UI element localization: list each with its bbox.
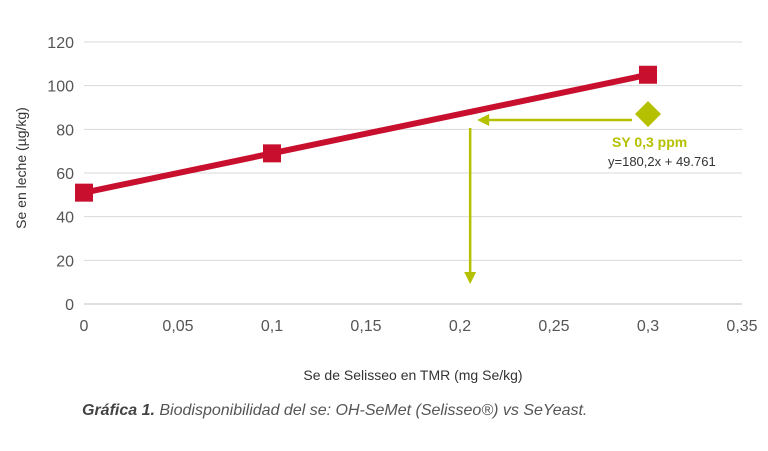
x-tick-label: 0,25 — [538, 318, 569, 335]
series-line — [81, 71, 651, 196]
y-tick-labels: 0 20 40 60 80 100 120 — [47, 35, 74, 314]
series-selisseo — [75, 65, 657, 202]
x-axis-label: Se de Selisseo en TMR (mg Se/kg) — [303, 367, 522, 383]
y-tick-label: 0 — [65, 297, 74, 314]
y-tick-label: 20 — [56, 253, 74, 270]
annotation-arrowhead-left — [477, 114, 490, 127]
y-tick-label: 100 — [47, 79, 74, 96]
annotation-diamond-marker — [635, 101, 661, 128]
y-tick-label: 80 — [56, 122, 74, 139]
y-tick-label: 120 — [47, 35, 74, 52]
bioavailability-chart: 0 20 40 60 80 100 120 0 0,05 0,1 0,15 0,2 0,25 0,3 0,… — [13, 35, 758, 383]
x-tick-label: 0,2 — [449, 318, 471, 335]
sy-annotation: SY 0,3 ppm y=180,2x + 49.761 — [464, 101, 716, 284]
data-point-square — [75, 183, 93, 202]
y-tick-label: 60 — [56, 166, 74, 183]
x-tick-label: 0 — [80, 318, 89, 335]
x-tick-label: 0,3 — [637, 318, 659, 335]
annotation-arrowhead-down — [464, 272, 477, 284]
caption-label: Gráfica 1. — [82, 402, 155, 419]
caption-text: Biodisponibilidad del se: OH-SeMet (Seli… — [154, 402, 588, 419]
x-tick-label: 0,1 — [261, 318, 283, 335]
y-axis-label: Se en leche (µg/kg) — [13, 107, 29, 229]
data-point-square — [639, 65, 657, 84]
annotation-label: SY 0,3 ppm — [612, 134, 687, 150]
x-tick-label: 0,05 — [162, 318, 193, 335]
x-tick-labels: 0 0,05 0,1 0,15 0,2 0,25 0,3 0,35 — [80, 318, 758, 335]
grid-lines — [84, 41, 742, 305]
x-tick-label: 0,35 — [726, 318, 757, 335]
data-point-square — [263, 144, 281, 163]
y-tick-label: 40 — [56, 210, 74, 227]
figure-caption: Gráfica 1. Biodisponibilidad del se: OH-… — [82, 402, 587, 420]
annotation-equation: y=180,2x + 49.761 — [608, 154, 716, 169]
x-tick-label: 0,15 — [350, 318, 381, 335]
